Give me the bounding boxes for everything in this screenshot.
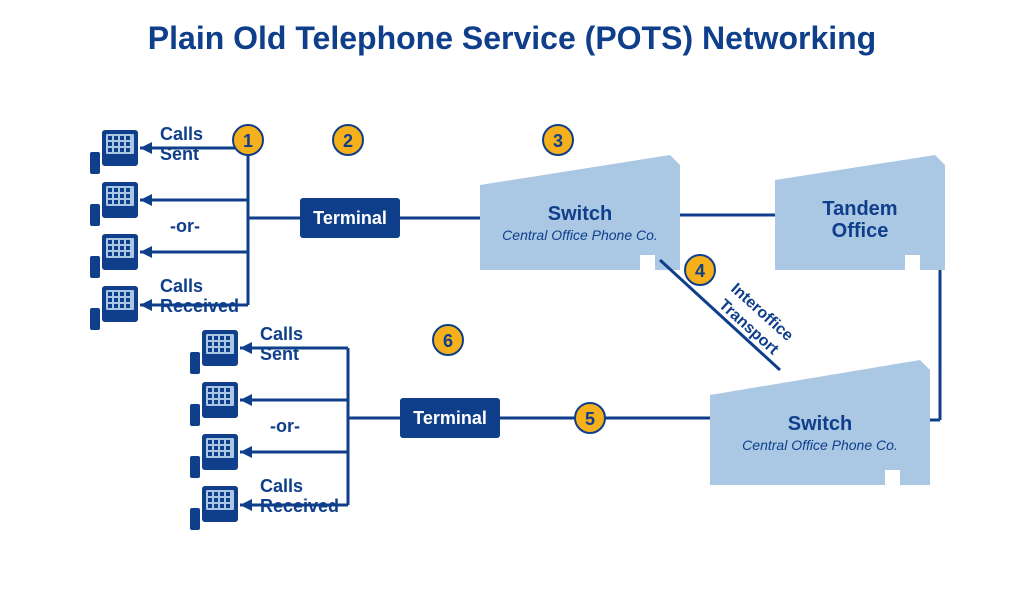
phone-group-lower: CallsSent -or- CallsReceived	[190, 324, 348, 530]
phone-icon	[90, 234, 138, 278]
svg-text:6: 6	[443, 331, 453, 351]
svg-text:Switch: Switch	[548, 203, 612, 225]
phone-icon	[190, 330, 238, 374]
phone-icon	[190, 486, 238, 530]
phone-group-upper: CallsSent -or- CallsReceived	[90, 124, 248, 330]
switch-building-1: Switch Central Office Phone Co.	[480, 155, 680, 270]
phone-icon	[90, 182, 138, 226]
svg-text:5: 5	[585, 409, 595, 429]
badge-2: 2	[333, 125, 363, 155]
terminal-box-2: Terminal	[400, 398, 500, 438]
or-label: -or-	[170, 216, 200, 236]
calls-sent-label: CallsSent	[160, 124, 203, 164]
phone-icon	[90, 286, 138, 330]
terminal-box-1: Terminal	[300, 198, 400, 238]
phone-icon	[190, 434, 238, 478]
calls-received-label: CallsReceived	[160, 276, 239, 316]
badge-3: 3	[543, 125, 573, 155]
svg-text:Terminal: Terminal	[413, 408, 487, 428]
svg-text:-or-: -or-	[270, 416, 300, 436]
svg-text:Switch: Switch	[788, 413, 852, 435]
svg-text:2: 2	[343, 131, 353, 151]
svg-text:3: 3	[553, 131, 563, 151]
badge-4: 4	[685, 255, 715, 285]
badge-6: 6	[433, 325, 463, 355]
svg-text:Terminal: Terminal	[313, 208, 387, 228]
svg-text:1: 1	[243, 131, 253, 151]
svg-text:TandemOffice: TandemOffice	[822, 198, 897, 242]
tandem-office: TandemOffice	[775, 155, 945, 270]
svg-text:CallsSent: CallsSent	[260, 324, 303, 364]
svg-text:CallsReceived: CallsReceived	[260, 476, 339, 516]
svg-text:Central Office Phone Co.: Central Office Phone Co.	[742, 437, 898, 453]
badge-5: 5	[575, 403, 605, 433]
svg-text:4: 4	[695, 261, 705, 281]
phone-icon	[90, 130, 138, 174]
switch-building-2: Switch Central Office Phone Co.	[710, 360, 930, 485]
phone-icon	[190, 382, 238, 426]
badge-1: 1	[233, 125, 263, 155]
svg-text:Central Office Phone Co.: Central Office Phone Co.	[502, 227, 658, 243]
diagram-canvas: CallsSent -or- CallsReceived Terminal Sw…	[0, 20, 1024, 596]
